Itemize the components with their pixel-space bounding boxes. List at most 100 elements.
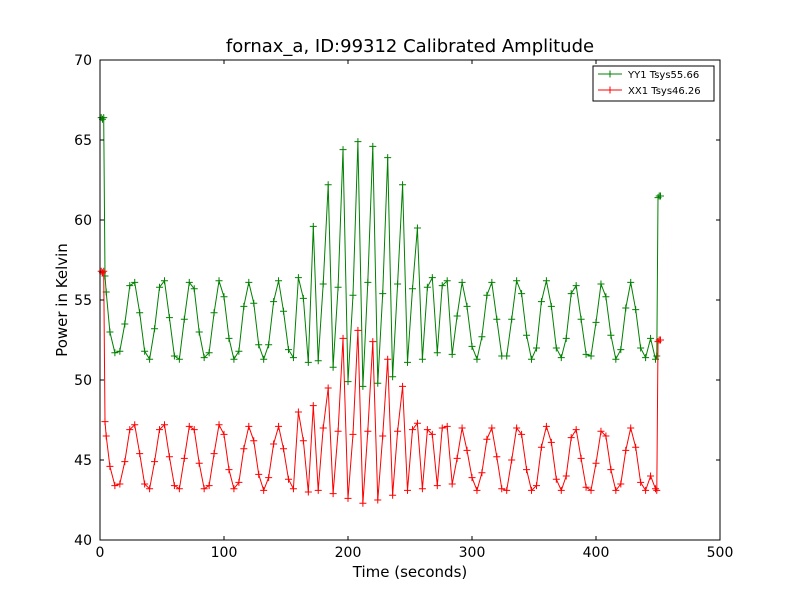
data-point	[270, 298, 278, 306]
data-point	[314, 486, 322, 494]
data-point	[175, 355, 183, 363]
data-point	[190, 285, 198, 293]
data-point	[235, 478, 243, 486]
data-point	[528, 355, 536, 363]
data-point	[607, 331, 615, 339]
data-point	[513, 424, 521, 432]
y-tick-label: 60	[74, 213, 92, 229]
data-point	[448, 480, 456, 488]
data-point	[319, 424, 327, 432]
data-point	[359, 499, 367, 507]
data-point	[240, 302, 248, 310]
data-point	[379, 290, 387, 298]
legend-box	[592, 65, 715, 102]
data-point	[126, 426, 134, 434]
data-point	[284, 346, 292, 354]
data-point	[503, 352, 511, 360]
data-point	[637, 478, 645, 486]
data-point	[394, 280, 402, 288]
x-tick-label: 400	[583, 545, 610, 561]
data-point	[463, 302, 471, 310]
data-point	[260, 355, 268, 363]
data-point	[185, 422, 193, 430]
data-point	[175, 485, 183, 493]
data-point	[334, 427, 342, 435]
data-point	[369, 338, 377, 346]
x-tick-label: 300	[459, 545, 486, 561]
data-point	[567, 290, 575, 298]
data-point	[210, 309, 218, 317]
data-point	[463, 446, 471, 454]
data-point	[195, 459, 203, 467]
data-point	[413, 419, 421, 427]
data-point	[562, 334, 570, 342]
data-point	[418, 485, 426, 493]
data-point	[557, 486, 565, 494]
data-point	[102, 432, 110, 440]
data-point	[423, 426, 431, 434]
data-point	[324, 384, 332, 392]
data-point	[339, 334, 347, 342]
data-point	[647, 334, 655, 342]
data-point	[413, 224, 421, 232]
data-point	[458, 278, 466, 286]
data-point	[394, 427, 402, 435]
data-point	[294, 408, 302, 416]
data-point	[126, 282, 134, 290]
data-point	[160, 277, 168, 285]
data-point	[141, 347, 149, 355]
data-point	[374, 496, 382, 504]
data-point	[632, 306, 640, 314]
data-point	[146, 485, 154, 493]
data-point	[121, 320, 129, 328]
data-point	[597, 427, 605, 435]
data-point	[453, 312, 461, 320]
data-point	[260, 486, 268, 494]
data-point	[329, 363, 337, 371]
data-point	[245, 422, 253, 430]
legend-items: YY1 Tsys55.66 XX1 Tsys46.26	[598, 70, 701, 97]
data-point	[653, 486, 661, 494]
data-point	[165, 453, 173, 461]
data-point	[453, 454, 461, 462]
data-point	[508, 315, 516, 323]
data-point	[160, 421, 168, 429]
data-point	[131, 278, 139, 286]
data-point	[379, 432, 387, 440]
data-point	[433, 349, 441, 357]
data-point	[180, 454, 188, 462]
data-point	[572, 282, 580, 290]
data-point	[627, 278, 635, 286]
data-point	[438, 282, 446, 290]
data-point	[111, 482, 119, 490]
series-1	[97, 267, 664, 507]
data-point	[473, 486, 481, 494]
data-point	[399, 181, 407, 189]
data-point	[468, 342, 476, 350]
data-point	[552, 475, 560, 483]
series-line	[100, 116, 661, 387]
data-point	[309, 402, 317, 410]
data-point	[324, 181, 332, 189]
data-point	[210, 450, 218, 458]
data-point	[289, 485, 297, 493]
data-point	[384, 355, 392, 363]
data-point	[245, 278, 253, 286]
data-point	[334, 283, 342, 291]
data-point	[532, 482, 540, 490]
data-point	[617, 346, 625, 354]
data-point	[627, 424, 635, 432]
series-layer	[97, 114, 664, 507]
data-point	[200, 354, 208, 362]
series-0	[97, 114, 664, 390]
chart-title: fornax_a, ID:99312 Calibrated Amplitude	[226, 36, 594, 57]
data-point	[622, 304, 630, 312]
data-point	[106, 328, 114, 336]
data-point	[270, 440, 278, 448]
data-point	[205, 482, 213, 490]
data-point	[364, 278, 372, 286]
data-point	[587, 352, 595, 360]
data-point	[250, 299, 258, 307]
data-point	[404, 486, 412, 494]
